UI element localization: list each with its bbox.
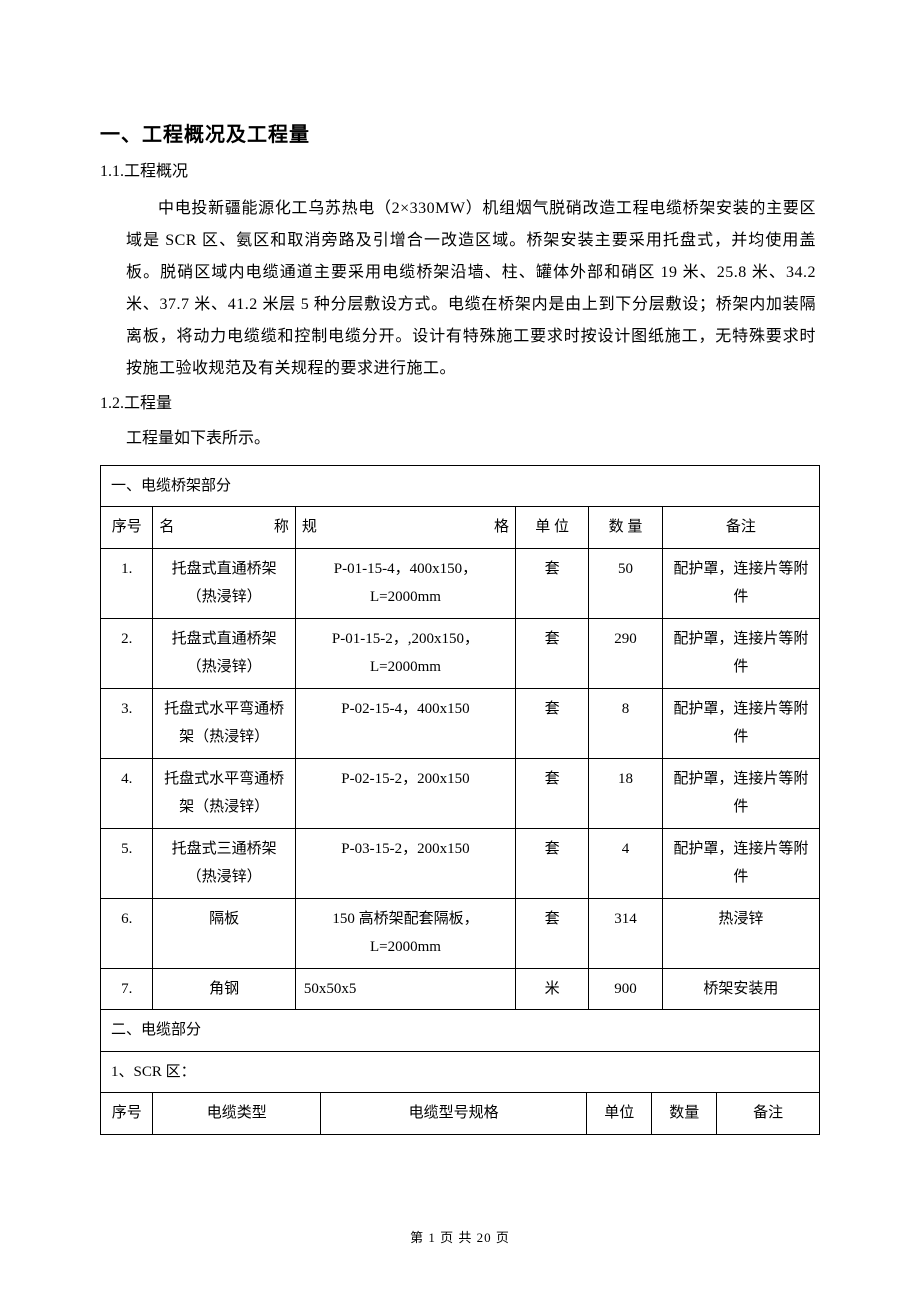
footer-prefix: 第 xyxy=(410,1230,428,1245)
section-heading-1: 一、工程概况及工程量 xyxy=(100,118,820,147)
subsection-1-1-title: 1.1.工程概况 xyxy=(100,159,820,185)
cell-note: 配护罩，连接片等附件 xyxy=(662,618,819,688)
subsection-1-1-body: 中电投新疆能源化工乌苏热电（2×330MW）机组烟气脱硝改造工程电缆桥架安装的主… xyxy=(100,193,820,385)
cell-unit: 套 xyxy=(516,828,589,898)
cell-seq: 2. xyxy=(101,618,153,688)
cell-note: 桥架安装用 xyxy=(662,968,819,1010)
footer-total: 20 xyxy=(477,1230,492,1245)
document-page: 一、工程概况及工程量 1.1.工程概况 中电投新疆能源化工乌苏热电（2×330M… xyxy=(0,0,920,1302)
cell-unit: 套 xyxy=(516,898,589,968)
table-row: 5. 托盘式三通桥架（热浸锌） P-03-15-2，200x150 套 4 配护… xyxy=(101,828,820,898)
quantities-table: 一、电缆桥架部分 序号 名 称 规 格 单 位 数 量 备注 1. 托盘式直通桥… xyxy=(100,465,820,1094)
cell-name: 角钢 xyxy=(153,968,296,1010)
cell-spec: P-01-15-4，400x150，L=2000mm xyxy=(295,548,515,618)
col-seq-b: 序号 xyxy=(101,1093,153,1134)
subsection-1-2-intro: 工程量如下表所示。 xyxy=(100,424,820,454)
quantities-table-b-header: 序号 电缆类型 电缆型号规格 单位 数量 备注 xyxy=(100,1093,820,1135)
section-b-title: 二、电缆部分 xyxy=(101,1010,820,1052)
cell-seq: 5. xyxy=(101,828,153,898)
subsection-1-2-title: 1.2.工程量 xyxy=(100,391,820,417)
table-header-row-b: 序号 电缆类型 电缆型号规格 单位 数量 备注 xyxy=(101,1093,820,1134)
col-spec-b: 电缆型号规格 xyxy=(321,1093,587,1134)
table-section-row: 1、SCR 区： xyxy=(101,1051,820,1093)
cell-unit: 套 xyxy=(516,758,589,828)
cell-spec: 50x50x5 xyxy=(295,968,515,1010)
table-row: 4. 托盘式水平弯通桥架（热浸锌） P-02-15-2，200x150 套 18… xyxy=(101,758,820,828)
cell-seq: 4. xyxy=(101,758,153,828)
col-note-b: 备注 xyxy=(717,1093,820,1134)
cell-note: 配护罩，连接片等附件 xyxy=(662,828,819,898)
col-name: 名 称 xyxy=(153,507,296,549)
cell-seq: 3. xyxy=(101,688,153,758)
cell-seq: 7. xyxy=(101,968,153,1010)
cell-unit: 米 xyxy=(516,968,589,1010)
cell-note: 配护罩，连接片等附件 xyxy=(662,688,819,758)
cell-note: 配护罩，连接片等附件 xyxy=(662,548,819,618)
section-a-title: 一、电缆桥架部分 xyxy=(101,465,820,507)
footer-page: 1 xyxy=(428,1230,436,1245)
cell-qty: 8 xyxy=(589,688,662,758)
cell-unit: 套 xyxy=(516,548,589,618)
table-body: 一、电缆桥架部分 序号 名 称 规 格 单 位 数 量 备注 1. 托盘式直通桥… xyxy=(101,465,820,1093)
col-qty-b: 数量 xyxy=(652,1093,717,1134)
col-type-b: 电缆类型 xyxy=(153,1093,321,1134)
col-seq: 序号 xyxy=(101,507,153,549)
cell-unit: 套 xyxy=(516,688,589,758)
cell-name: 托盘式水平弯通桥架（热浸锌） xyxy=(153,758,296,828)
cell-name: 托盘式水平弯通桥架（热浸锌） xyxy=(153,688,296,758)
cell-spec: P-03-15-2，200x150 xyxy=(295,828,515,898)
cell-note: 配护罩，连接片等附件 xyxy=(662,758,819,828)
table-row: 2. 托盘式直通桥架（热浸锌） P-01-15-2，,200x150，L=200… xyxy=(101,618,820,688)
cell-name: 托盘式三通桥架（热浸锌） xyxy=(153,828,296,898)
cell-note: 热浸锌 xyxy=(662,898,819,968)
col-qty: 数 量 xyxy=(589,507,662,549)
col-unit: 单 位 xyxy=(516,507,589,549)
footer-mid: 页 共 xyxy=(436,1230,477,1245)
table-row: 3. 托盘式水平弯通桥架（热浸锌） P-02-15-4，400x150 套 8 … xyxy=(101,688,820,758)
cell-qty: 4 xyxy=(589,828,662,898)
cell-qty: 18 xyxy=(589,758,662,828)
table-row: 6. 隔板 150 高桥架配套隔板，L=2000mm 套 314 热浸锌 xyxy=(101,898,820,968)
footer-suffix: 页 xyxy=(492,1230,510,1245)
cell-qty: 314 xyxy=(589,898,662,968)
table-row: 7. 角钢 50x50x5 米 900 桥架安装用 xyxy=(101,968,820,1010)
table-header-row-a: 序号 名 称 规 格 单 位 数 量 备注 xyxy=(101,507,820,549)
cell-name: 托盘式直通桥架（热浸锌） xyxy=(153,618,296,688)
cell-seq: 6. xyxy=(101,898,153,968)
cell-spec: 150 高桥架配套隔板，L=2000mm xyxy=(295,898,515,968)
cell-spec: P-01-15-2，,200x150，L=2000mm xyxy=(295,618,515,688)
col-note: 备注 xyxy=(662,507,819,549)
cell-seq: 1. xyxy=(101,548,153,618)
cell-spec: P-02-15-4，400x150 xyxy=(295,688,515,758)
cell-qty: 290 xyxy=(589,618,662,688)
cell-name: 隔板 xyxy=(153,898,296,968)
section-b-sub: 1、SCR 区： xyxy=(101,1051,820,1093)
table-row: 1. 托盘式直通桥架（热浸锌） P-01-15-4，400x150，L=2000… xyxy=(101,548,820,618)
table-section-row: 二、电缆部分 xyxy=(101,1010,820,1052)
table-body-b: 序号 电缆类型 电缆型号规格 单位 数量 备注 xyxy=(101,1093,820,1134)
table-section-row: 一、电缆桥架部分 xyxy=(101,465,820,507)
cell-name: 托盘式直通桥架（热浸锌） xyxy=(153,548,296,618)
page-footer: 第 1 页 共 20 页 xyxy=(0,1227,920,1246)
col-spec: 规 格 xyxy=(295,507,515,549)
col-unit-b: 单位 xyxy=(587,1093,652,1134)
cell-spec: P-02-15-2，200x150 xyxy=(295,758,515,828)
cell-unit: 套 xyxy=(516,618,589,688)
cell-qty: 900 xyxy=(589,968,662,1010)
cell-qty: 50 xyxy=(589,548,662,618)
